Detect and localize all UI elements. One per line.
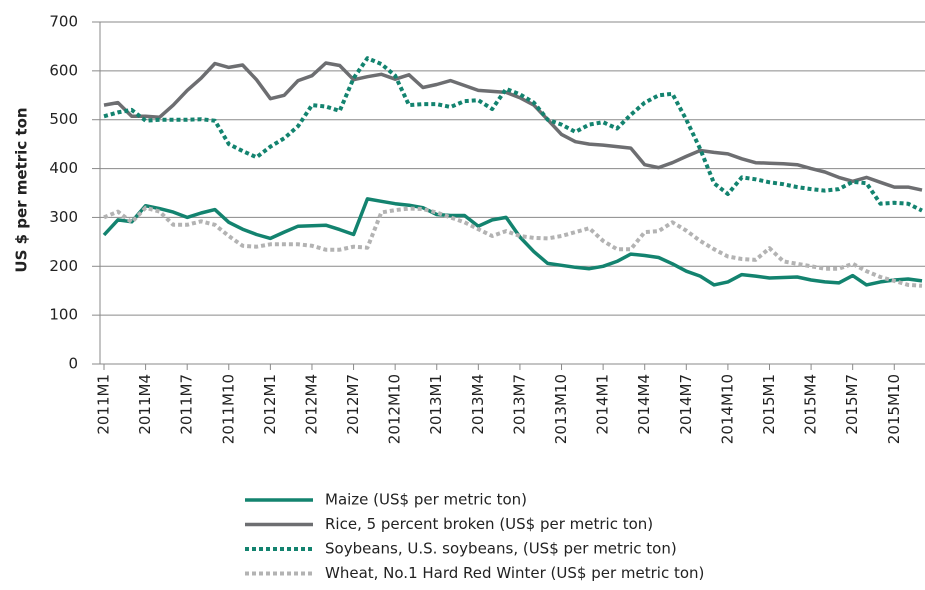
x-tick-label: 2011M1 — [95, 374, 113, 435]
legend-label: Soybeans, U.S. soybeans, (US$ per metric… — [325, 540, 677, 558]
y-tick-label: 500 — [49, 110, 78, 128]
x-tick-label: 2015M1 — [760, 374, 778, 435]
x-tick-label: 2012M4 — [302, 374, 320, 435]
y-tick-label: 100 — [49, 306, 78, 324]
x-tick-label: 2014M1 — [594, 374, 612, 435]
series-line — [102, 197, 923, 287]
legend-label: Wheat, No.1 Hard Red Winter (US$ per met… — [325, 564, 704, 582]
x-tick-label: 2013M4 — [469, 374, 487, 435]
x-tick-label: 2012M10 — [386, 374, 404, 444]
y-tick-label: 300 — [49, 208, 78, 226]
x-tick-label: 2015M4 — [802, 374, 820, 435]
series-line — [103, 61, 923, 192]
y-tick-label: 700 — [49, 13, 78, 31]
series-line — [103, 205, 923, 288]
y-tick-label: 600 — [49, 61, 78, 79]
legend-label: Rice, 5 percent broken (US$ per metric t… — [325, 515, 653, 533]
series-line — [103, 56, 923, 213]
legend-label: Maize (US$ per metric ton) — [325, 491, 527, 509]
x-tick-label: 2015M7 — [843, 374, 861, 435]
x-tick-label: 2012M1 — [261, 374, 279, 435]
x-tick-label: 2013M7 — [510, 374, 528, 435]
x-tick-label: 2015M10 — [885, 374, 903, 444]
x-tick-label: 2014M4 — [635, 374, 653, 435]
x-tick-label: 2011M10 — [219, 374, 237, 444]
x-tick-label: 2013M10 — [552, 374, 570, 444]
x-tick-label: 2014M10 — [718, 374, 736, 444]
x-tick-label: 2014M7 — [677, 374, 695, 435]
y-tick-label: 200 — [49, 257, 78, 275]
y-tick-label: 0 — [68, 355, 78, 373]
y-tick-label: 400 — [49, 159, 78, 177]
x-tick-label: 2013M1 — [427, 374, 445, 435]
x-tick-label: 2012M7 — [344, 374, 362, 435]
x-tick-label: 2011M7 — [178, 374, 196, 435]
y-axis-label: US $ per metric ton — [13, 107, 31, 272]
x-tick-label: 2011M4 — [136, 374, 154, 435]
